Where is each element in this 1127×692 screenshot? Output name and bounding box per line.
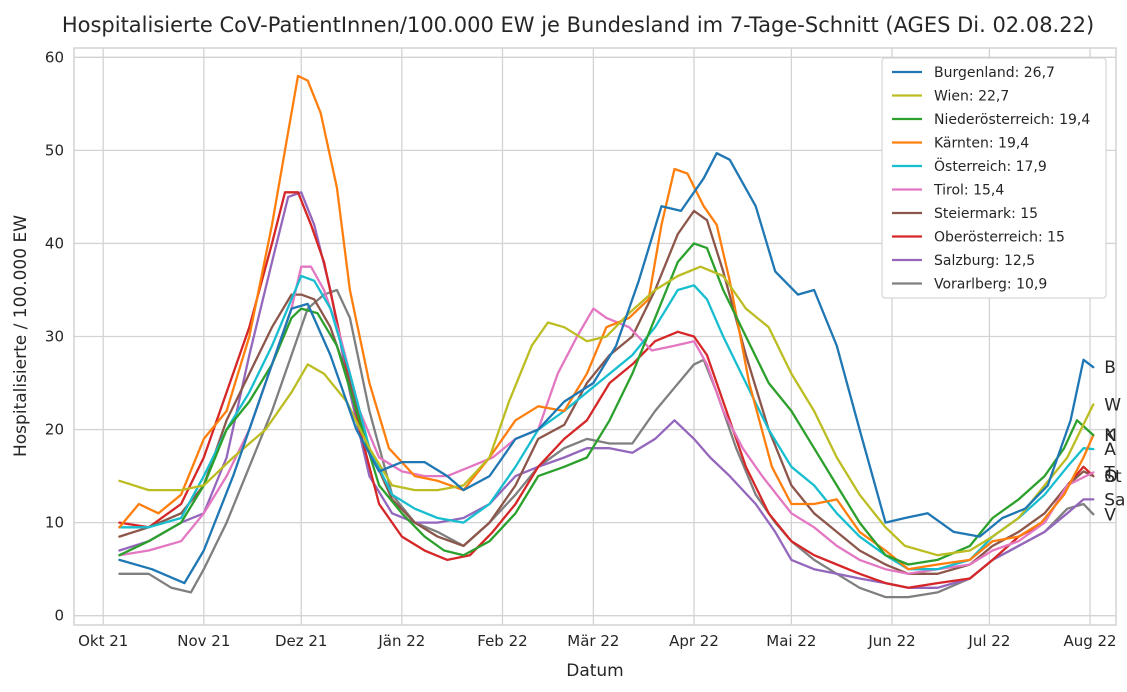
x-axis-label: Datum — [566, 661, 624, 681]
series-line-b — [118, 152, 1095, 585]
y-tick-label: 20 — [45, 421, 64, 439]
series-line-n — [118, 242, 1095, 566]
series-end-label: O — [1104, 467, 1117, 487]
chart-title: Hospitalisierte CoV-PatientInnen/100.000… — [62, 13, 1094, 37]
series-end-label: St — [1104, 467, 1122, 487]
series-line-k — [118, 74, 1095, 571]
y-axis-ticks: 0 10 20 30 40 50 60 — [45, 48, 64, 624]
legend-label: Kärnten: 19,4 — [934, 136, 1029, 152]
series-line-sa — [118, 191, 1095, 589]
x-tick-label: Mai 22 — [766, 632, 816, 650]
x-tick-label: Aug 22 — [1063, 632, 1116, 650]
y-tick-label: 40 — [45, 234, 64, 252]
legend-label: Wien: 22,7 — [934, 89, 1009, 105]
series-end-label: B — [1104, 358, 1116, 378]
series-end-label: Sa — [1104, 490, 1125, 510]
legend-label: Steiermark: 15 — [934, 206, 1038, 222]
x-tick-label: Jän 22 — [377, 632, 425, 650]
x-tick-label: Okt 21 — [78, 632, 128, 650]
x-tick-label: Feb 22 — [477, 632, 527, 650]
series-end-label: K — [1104, 426, 1116, 446]
legend: Burgenland: 26,7 Wien: 22,7 Niederösterrei… — [881, 57, 1107, 299]
series-lines — [118, 74, 1095, 599]
y-tick-label: 50 — [45, 141, 64, 159]
x-tick-label: Jun 22 — [867, 632, 915, 650]
series-end-label: N — [1104, 426, 1117, 446]
legend-label: Niederösterreich: 19,4 — [934, 112, 1090, 128]
legend-box — [881, 57, 1107, 299]
x-tick-label: Dez 21 — [275, 632, 328, 650]
series-line-w — [118, 265, 1095, 557]
y-tick-label: 30 — [45, 328, 64, 346]
y-tick-label: 60 — [45, 48, 64, 66]
series-line-a — [118, 274, 1095, 571]
legend-label: Tirol: 15,4 — [933, 183, 1004, 199]
y-tick-label: 10 — [45, 514, 64, 532]
legend-label: Burgenland: 26,7 — [934, 65, 1055, 81]
x-tick-label: Apr 22 — [669, 632, 719, 650]
legend-label: Salzburg: 12,5 — [934, 253, 1035, 269]
series-end-label: W — [1104, 395, 1121, 415]
series-line-v — [118, 288, 1095, 599]
x-tick-label: Mär 22 — [567, 632, 619, 650]
x-axis-ticks: Okt 21 Nov 21 Dez 21 Jän 22 Feb 22 Mär 22 Apr … — [78, 632, 1117, 650]
y-tick-label: 0 — [54, 607, 64, 625]
series-end-label: V — [1104, 505, 1116, 525]
legend-label: Österreich: 17,9 — [934, 157, 1047, 175]
series-end-label: T — [1103, 463, 1115, 483]
y-axis-label: Hospitalisierte / 100.000 EW — [11, 215, 31, 457]
series-end-label: A — [1104, 440, 1116, 460]
x-tick-label: Jul 22 — [967, 632, 1010, 650]
x-tick-label: Nov 21 — [177, 632, 230, 650]
series-line-o — [118, 191, 1095, 589]
legend-label: Oberösterreich: 15 — [934, 230, 1065, 246]
legend-label: Vorarlberg: 10,9 — [934, 277, 1047, 293]
